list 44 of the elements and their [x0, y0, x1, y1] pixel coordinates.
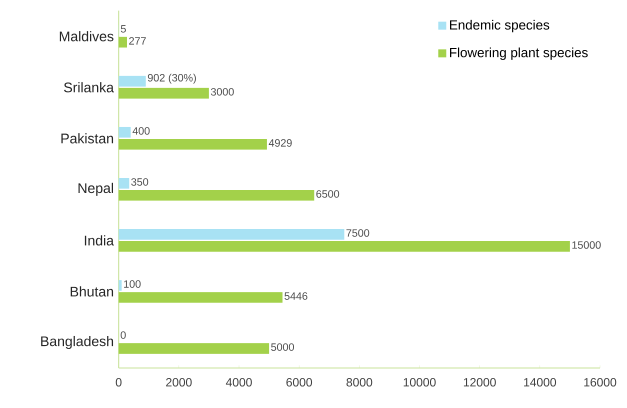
bar — [118, 292, 283, 303]
x-tick-label: 8000 — [346, 378, 372, 387]
data-label: 6500 — [316, 190, 340, 198]
data-label: 902 (30%) — [148, 74, 196, 84]
bar — [118, 88, 209, 99]
data-label: 277 — [129, 37, 146, 45]
x-tick-label: 12000 — [464, 378, 496, 387]
x-tick-label: 2000 — [166, 378, 192, 387]
bar — [118, 138, 267, 150]
bar — [118, 241, 570, 252]
data-label: 4929 — [268, 139, 292, 147]
data-label: 3000 — [210, 88, 234, 96]
x-tick-label: 6000 — [286, 378, 312, 387]
y-tick-label: Maldives — [60, 31, 114, 42]
y-tick-label: Pakistan — [61, 133, 114, 144]
x-tick-label: 16000 — [584, 378, 616, 387]
bar — [118, 280, 122, 291]
bar — [118, 36, 128, 48]
data-label: 100 — [124, 280, 141, 288]
data-label: 400 — [132, 127, 150, 135]
data-label: 7500 — [346, 229, 370, 237]
bar — [118, 229, 344, 240]
y-tick-label: Bhutan — [70, 286, 114, 297]
bar — [118, 190, 314, 201]
x-tick-label: 4000 — [226, 378, 252, 387]
data-label: 0 — [120, 331, 126, 339]
y-tick-label: Nepal — [78, 182, 114, 196]
x-tick-label: 14000 — [524, 378, 556, 387]
y-tick-label: Srilanka — [64, 82, 114, 92]
data-label: 350 — [131, 178, 148, 186]
bar — [118, 126, 131, 138]
bar — [118, 178, 130, 189]
bar — [118, 343, 270, 354]
y-tick-label: Bangladesh — [41, 336, 114, 350]
legend-label: Endemic species — [450, 20, 550, 32]
y-tick-label: India — [84, 235, 114, 246]
bar — [118, 76, 146, 87]
data-label: 5000 — [271, 343, 294, 351]
legend-label: Flowering plant species — [450, 48, 588, 60]
data-label: 5446 — [284, 292, 308, 300]
data-label: 15000 — [572, 241, 601, 249]
x-tick-label: 10000 — [404, 378, 436, 387]
data-label: 5 — [120, 25, 126, 33]
x-tick-label: 0 — [116, 378, 122, 387]
